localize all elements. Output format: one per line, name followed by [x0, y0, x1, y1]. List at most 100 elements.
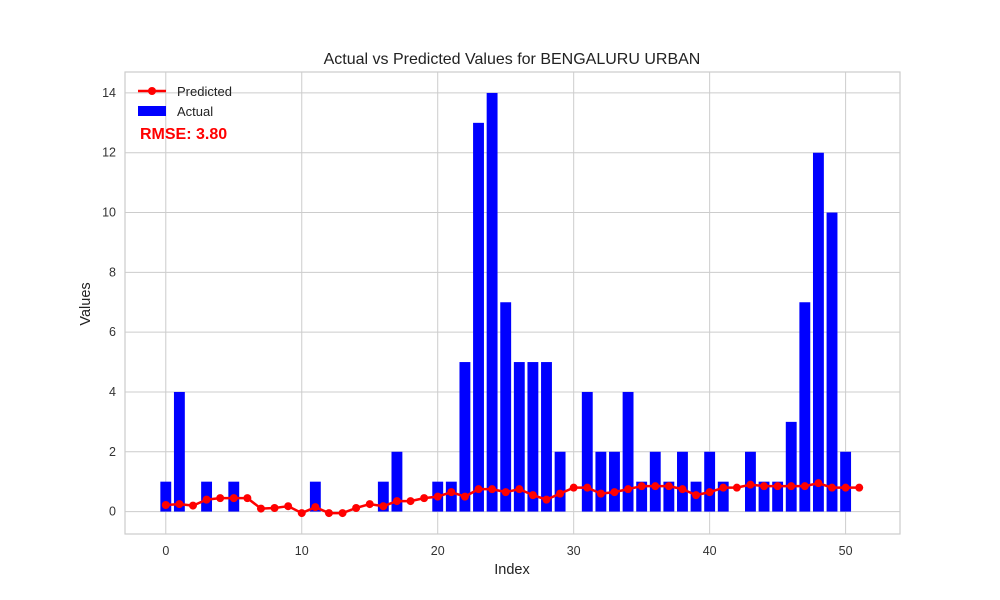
predicted-point — [556, 489, 565, 498]
legend-predicted-label: Predicted — [177, 84, 232, 99]
predicted-point — [488, 485, 497, 494]
predicted-line — [165, 481, 860, 515]
predicted-point — [664, 482, 673, 491]
predicted-point — [596, 489, 605, 498]
actual-bar — [473, 122, 484, 512]
predicted-point — [841, 483, 850, 492]
actual-bar — [459, 362, 471, 512]
actual-bar — [812, 152, 824, 512]
predicted-point — [365, 500, 374, 509]
actual-bar — [486, 92, 498, 512]
predicted-point — [855, 483, 864, 492]
predicted-point — [406, 497, 415, 506]
y-tick-label: 6 — [109, 325, 116, 339]
predicted-point — [746, 480, 755, 489]
actual-bar — [772, 481, 784, 512]
predicted-point — [624, 485, 633, 494]
predicted-point — [392, 497, 401, 506]
actual-bar — [609, 451, 620, 512]
predicted-point — [474, 485, 483, 494]
predicted-point — [542, 495, 551, 504]
x-tick-label: 40 — [703, 544, 717, 558]
legend: Predicted Actual — [138, 84, 232, 119]
x-tick-label: 0 — [162, 544, 169, 558]
y-tick-label: 12 — [102, 146, 116, 160]
predicted-point — [420, 494, 429, 503]
y-tick-label: 14 — [102, 86, 116, 100]
predicted-point — [814, 479, 823, 488]
predicted-point — [188, 501, 197, 510]
actual-bar — [309, 481, 321, 512]
actual-bar — [799, 302, 811, 512]
predicted-point — [352, 503, 361, 512]
predicted-point — [515, 485, 524, 494]
predicted-point — [732, 483, 741, 492]
predicted-point — [338, 509, 347, 518]
actual-bar — [445, 481, 457, 512]
actual-bar — [717, 481, 729, 512]
actual-bar — [160, 481, 172, 512]
actual-bar — [704, 451, 716, 512]
actual-bar — [840, 451, 852, 512]
predicted-point — [324, 509, 333, 518]
predicted-point — [651, 482, 660, 491]
actual-bar — [663, 481, 675, 512]
y-tick-label: 10 — [102, 206, 116, 220]
actual-bar — [581, 391, 593, 512]
plot-frame — [124, 71, 901, 535]
x-tick-label: 30 — [567, 544, 581, 558]
actual-bar — [541, 362, 552, 512]
actual-bar — [826, 212, 838, 512]
actual-bar — [595, 451, 607, 512]
line-layer — [161, 479, 864, 518]
actual-bar — [173, 391, 185, 512]
predicted-point — [311, 503, 320, 512]
predicted-point — [800, 482, 809, 491]
actual-bar — [636, 481, 648, 512]
y-tick-label: 4 — [109, 385, 116, 399]
legend-actual-label: Actual — [177, 104, 213, 119]
actual-bar — [758, 481, 770, 512]
predicted-point — [787, 482, 796, 491]
predicted-point — [583, 483, 592, 492]
actual-bar — [785, 421, 797, 512]
actual-bar — [377, 481, 389, 512]
predicted-point — [229, 494, 238, 503]
rmse-annotation: RMSE: 3.80 — [140, 126, 227, 143]
legend-predicted-marker — [148, 87, 156, 95]
predicted-point — [175, 500, 184, 509]
x-tick-label: 10 — [295, 544, 309, 558]
x-tick-label: 50 — [839, 544, 853, 558]
actual-bar — [554, 451, 566, 512]
predicted-point — [297, 509, 306, 518]
predicted-point — [202, 495, 211, 504]
predicted-point — [773, 482, 782, 491]
predicted-point — [216, 494, 225, 503]
actual-bar — [500, 302, 512, 512]
actual-bar — [677, 451, 688, 512]
y-tick-label: 8 — [109, 265, 116, 279]
chart-title: Actual vs Predicted Values for BENGALURU… — [324, 51, 701, 68]
y-tick-label: 0 — [109, 505, 116, 519]
predicted-point — [678, 485, 687, 494]
predicted-point — [692, 491, 701, 500]
predicted-point — [610, 488, 619, 497]
y-axis-label: Values — [78, 282, 94, 325]
actual-bar — [391, 451, 403, 512]
predicted-point — [828, 483, 837, 492]
actual-bar — [513, 362, 525, 512]
predicted-point — [637, 482, 646, 491]
predicted-point — [447, 488, 456, 497]
predicted-point — [460, 492, 469, 501]
ticks-layer: 0 10 20 30 40 50 0 2 4 6 8 10 12 14 — [102, 86, 853, 558]
y-tick-label: 2 — [109, 445, 116, 459]
predicted-point — [528, 491, 537, 500]
actual-bar — [622, 391, 634, 512]
predicted-point — [501, 488, 510, 497]
predicted-point — [379, 502, 388, 511]
actual-bar — [649, 451, 661, 512]
grid-layer — [125, 72, 900, 534]
predicted-point — [284, 502, 293, 511]
legend-actual-swatch — [138, 106, 166, 116]
